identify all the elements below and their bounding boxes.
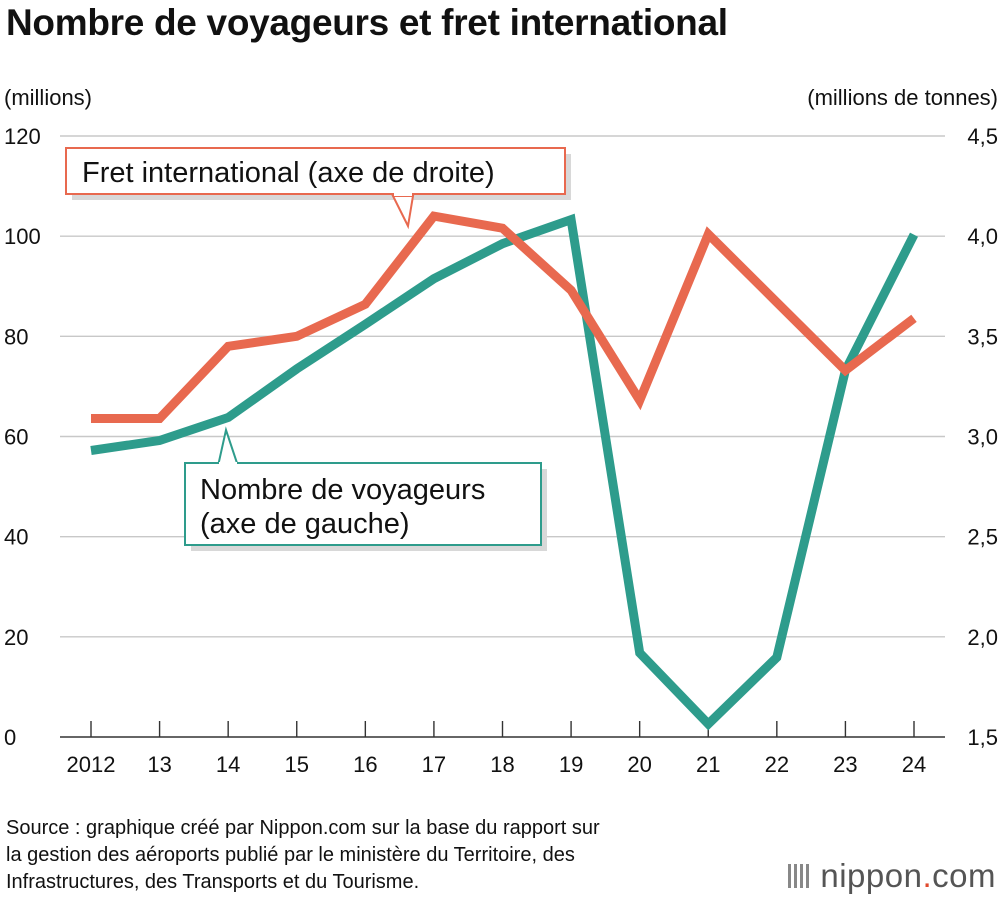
left-tick-label: 120 [4, 124, 41, 149]
left-axis-unit: (millions) [4, 85, 92, 110]
freight-line [91, 211, 917, 423]
x-tick-label: 16 [353, 752, 377, 777]
x-tick-label: 15 [285, 752, 309, 777]
x-tick-label: 23 [833, 752, 857, 777]
passengers-callout-label-2: (axe de gauche) [200, 508, 410, 540]
passengers-callout-label-1: Nombre de voyageurs [200, 474, 485, 506]
source-line-2: la gestion des aéroports publié par le m… [6, 844, 575, 866]
x-tick-label: 22 [765, 752, 789, 777]
passengers-callout-pointer [216, 426, 240, 467]
right-tick-label: 4,5 [967, 124, 998, 149]
right-tick-label: 1,5 [967, 725, 998, 750]
nippon-logo[interactable]: nippon. com [788, 856, 996, 896]
right-axis-ticks: 1,5 2,0 2,5 3,0 3,5 4,0 4,5 [967, 124, 998, 750]
series-callouts: Fret international (axe de droite) Nombre… [65, 147, 571, 551]
line-chart: 0 20 40 60 80 100 120 1,5 2,0 2,5 3,0 3,5 4,0 4,5 20… [4, 85, 998, 777]
source-line-1: Source : graphique créé par Nippon.com s… [6, 817, 600, 839]
right-axis-unit: (millions de tonnes) [807, 85, 998, 110]
left-tick-label: 20 [4, 625, 28, 650]
freight-callout-box [65, 147, 566, 195]
left-tick-label: 40 [4, 525, 28, 550]
freight-callout-join [394, 192, 412, 196]
x-tick-label: 24 [902, 752, 926, 777]
freight-callout-pointer [391, 195, 415, 230]
left-tick-label: 0 [4, 725, 16, 750]
logo-name: nippon [820, 857, 923, 894]
x-tick-label: 17 [422, 752, 446, 777]
left-tick-label: 60 [4, 425, 28, 450]
right-tick-label: 2,5 [967, 525, 998, 550]
chart-title: Nombre de voyageurs et fret internationa… [6, 2, 728, 43]
right-tick-label: 3,0 [967, 425, 998, 450]
left-tick-label: 80 [4, 324, 28, 349]
source-note: Source : graphique créé par Nippon.com s… [6, 815, 600, 896]
left-axis-ticks: 0 20 40 60 80 100 120 [4, 124, 41, 750]
passengers-callout-box [184, 462, 542, 546]
passengers-line [90, 213, 919, 731]
x-tick-label: 14 [216, 752, 240, 777]
x-tick-label: 21 [696, 752, 720, 777]
passengers-callout-join [219, 462, 237, 466]
x-axis-ticks: 2012 13 14 15 16 17 18 19 20 21 22 23 24 [67, 721, 926, 777]
x-tick-label: 18 [490, 752, 514, 777]
source-line-3: Infrastructures, des Transports et du To… [6, 871, 420, 893]
logo-tld: com [932, 857, 996, 894]
logo-mark-icon [788, 864, 813, 888]
logo-dot: . [922, 857, 933, 894]
right-tick-label: 3,5 [967, 324, 998, 349]
x-tick-label: 20 [627, 752, 651, 777]
x-tick-label: 13 [147, 752, 171, 777]
x-tick-label: 2012 [67, 752, 116, 777]
right-tick-label: 2,0 [967, 625, 998, 650]
x-tick-label: 19 [559, 752, 583, 777]
right-tick-label: 4,0 [967, 224, 998, 249]
left-tick-label: 100 [4, 224, 41, 249]
series-lines [90, 211, 919, 731]
freight-callout-label: Fret international (axe de droite) [82, 157, 495, 189]
